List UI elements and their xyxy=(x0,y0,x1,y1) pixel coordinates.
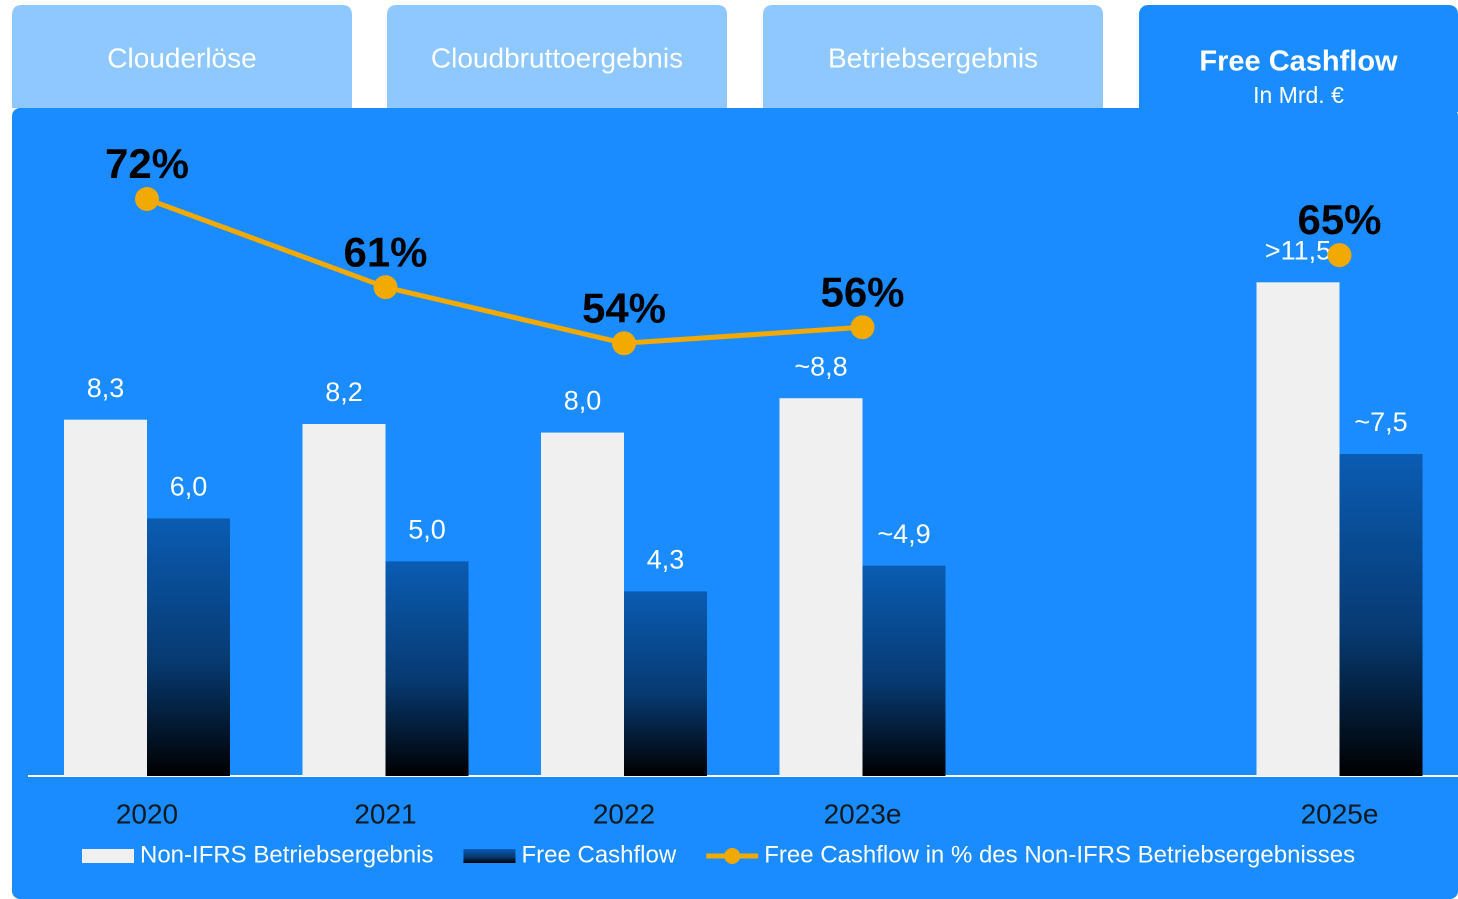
chart-subtitle: In Mrd. € xyxy=(1253,82,1344,108)
legend-label: Free Cashflow in % des Non-IFRS Betriebs… xyxy=(764,841,1355,868)
legend-swatch xyxy=(463,849,516,863)
tab-label[interactable]: Betriebsergebnis xyxy=(828,42,1038,73)
tab-background[interactable] xyxy=(12,5,352,108)
data-label: ~8,8 xyxy=(794,351,847,381)
line-point xyxy=(373,275,398,300)
line-point xyxy=(1327,243,1352,268)
x-tick-label: 2023e xyxy=(824,798,902,829)
data-label: 54% xyxy=(582,284,666,331)
tab-label[interactable]: Clouderlöse xyxy=(107,42,256,73)
line-point xyxy=(135,187,159,212)
legend-item: Free Cashflow xyxy=(463,841,677,868)
data-label: 8,3 xyxy=(87,373,125,403)
bar xyxy=(862,565,946,776)
x-tick-label: 2025e xyxy=(1301,798,1379,829)
tab-label[interactable]: Free Cashflow xyxy=(1199,46,1398,78)
data-label: 8,2 xyxy=(325,377,363,407)
bar xyxy=(302,423,386,776)
legend-item: Non-IFRS Betriebsergebnis xyxy=(82,841,433,868)
data-label: 56% xyxy=(820,268,904,315)
line xyxy=(146,196,863,346)
tab[interactable]: Clouderlöse xyxy=(12,5,352,108)
data-label: 6,0 xyxy=(170,472,208,502)
bar xyxy=(541,432,624,776)
bar xyxy=(1256,282,1340,776)
bar xyxy=(147,518,230,776)
data-label: 4,3 xyxy=(647,545,685,575)
legend-label: Non-IFRS Betriebsergebnis xyxy=(140,841,433,868)
tab-background[interactable] xyxy=(763,5,1103,108)
bar xyxy=(1339,454,1423,776)
data-label: 72% xyxy=(105,140,189,187)
legend-item: Free Cashflow in % des Non-IFRS Betriebs… xyxy=(706,841,1355,868)
tab-background[interactable] xyxy=(387,5,727,108)
tab[interactable]: Free Cashflow In Mrd. € xyxy=(1139,5,1458,112)
legend-label: Free Cashflow xyxy=(521,841,676,868)
bar xyxy=(385,561,469,776)
legend-swatch-dot xyxy=(724,848,741,864)
tab-background[interactable] xyxy=(1139,5,1458,112)
bar xyxy=(779,398,863,776)
data-label: 8,0 xyxy=(564,386,602,416)
bar xyxy=(624,591,707,776)
data-label: 61% xyxy=(343,228,427,275)
data-label: 5,0 xyxy=(408,514,446,544)
data-label: ~7,5 xyxy=(1354,407,1407,437)
x-tick-label: 2022 xyxy=(593,798,655,829)
tab[interactable]: Cloudbruttoergebnis xyxy=(387,5,727,108)
data-label: >11,5 xyxy=(1265,235,1331,265)
line-point xyxy=(612,331,636,356)
data-label: 65% xyxy=(1297,196,1381,243)
bar xyxy=(64,419,147,776)
tab[interactable]: Betriebsergebnis xyxy=(763,5,1103,108)
x-tick-label: 2020 xyxy=(116,798,178,829)
legend-swatch xyxy=(82,849,134,863)
tab-label[interactable]: Cloudbruttoergebnis xyxy=(431,42,683,73)
line-point xyxy=(850,315,875,340)
data-label: ~4,9 xyxy=(877,519,930,549)
x-tick-label: 2021 xyxy=(354,798,416,829)
